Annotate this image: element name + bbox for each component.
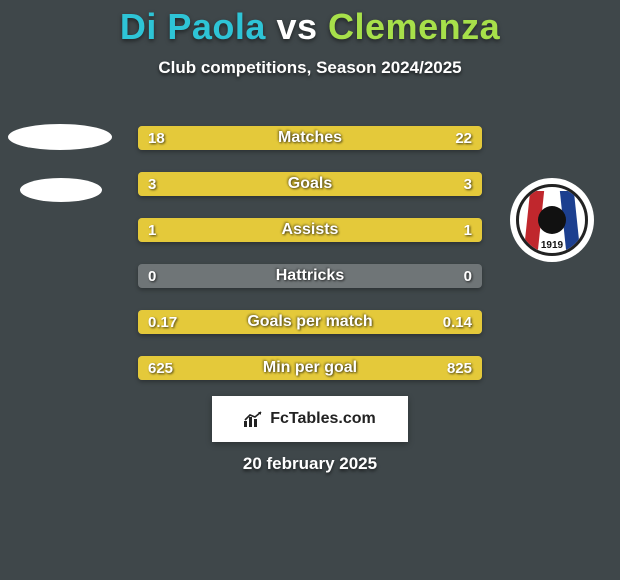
subtitle: Club competitions, Season 2024/2025 — [0, 58, 620, 78]
date-label: 20 february 2025 — [0, 454, 620, 474]
content-root: Di Paola vs Clemenza Club competitions, … — [0, 0, 620, 580]
stat-bar: 1822Matches — [138, 126, 482, 150]
title-player-b: Clemenza — [328, 6, 500, 47]
title-player-a: Di Paola — [120, 6, 266, 47]
title-vs: vs — [276, 6, 317, 47]
watermark-badge: FcTables.com — [212, 396, 408, 442]
logo-right-head-icon — [538, 206, 566, 234]
stat-bar: 33Goals — [138, 172, 482, 196]
logo-right-badge: 1919 — [510, 178, 594, 262]
watermark-text: FcTables.com — [270, 410, 376, 428]
logo-left-ellipse-1 — [8, 124, 112, 150]
logo-left-ellipse-2 — [20, 178, 102, 202]
logo-right-year: 1919 — [519, 240, 585, 251]
logo-right-inner: 1919 — [516, 184, 588, 256]
bar-label: Goals per match — [138, 310, 482, 334]
stats-bars: 1822Matches 33Goals 11Assists 00Hattricks 0.… — [138, 126, 482, 402]
stat-bar: 625825Min per goal — [138, 356, 482, 380]
page-title: Di Paola vs Clemenza — [0, 0, 620, 48]
bar-label: Goals — [138, 172, 482, 196]
bar-label: Min per goal — [138, 356, 482, 380]
bar-label: Assists — [138, 218, 482, 242]
chart-icon — [244, 411, 264, 427]
stat-bar: 11Assists — [138, 218, 482, 242]
stat-bar: 0.170.14Goals per match — [138, 310, 482, 334]
bar-label: Matches — [138, 126, 482, 150]
stat-bar: 00Hattricks — [138, 264, 482, 288]
bar-label: Hattricks — [138, 264, 482, 288]
